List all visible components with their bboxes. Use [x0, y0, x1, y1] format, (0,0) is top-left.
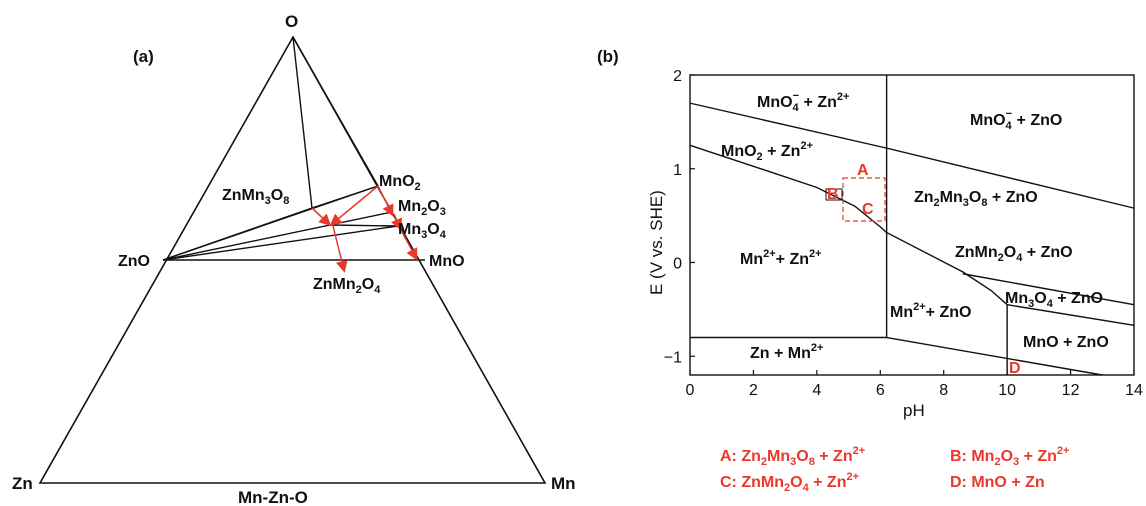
y-axis-title: E (V vs. SHE): [647, 190, 666, 295]
region-mno2-zn: MnO2 + Zn2+: [721, 140, 813, 163]
plot-frame: [689, 74, 1135, 376]
tie-lines: [162, 36, 425, 261]
arrow-mn3o4-mno: [399, 227, 418, 261]
phase-boundaries: [689, 75, 1135, 376]
arrow-mno2-mn2o3: [377, 185, 394, 217]
y-tick-label: 1: [673, 162, 682, 179]
phase-zno: ZnO: [118, 253, 150, 270]
arrow-znmn3o8-spinel: [311, 207, 332, 227]
vertex-mn: Mn: [551, 474, 576, 493]
vertex-o: O: [285, 12, 298, 31]
arrow-mno2-spinel: [329, 185, 379, 226]
tie-zno-mno2: [162, 185, 379, 261]
point-d: D: [1009, 360, 1021, 377]
phase-mn2o3: Mn2O3: [398, 198, 446, 218]
y-tick-label: 0: [673, 256, 682, 273]
vertex-zn: Zn: [12, 474, 33, 493]
region-mno4-zno: MnO4− + ZnO: [970, 108, 1062, 132]
x-tick-label: 12: [1062, 382, 1080, 399]
x-tick-label: 10: [998, 382, 1016, 399]
phase-znmn2o4: ZnMn2O4: [313, 276, 381, 296]
x-tick-label: 4: [812, 382, 821, 399]
region-mno4-zn: MnO4− + Zn2+: [757, 90, 849, 114]
tie-o-mno2: [292, 36, 379, 187]
phase-mn3o4: Mn3O4: [398, 221, 447, 241]
y-tick-label: 2: [673, 68, 682, 85]
y-ticks: 2 1 0 −1: [664, 68, 695, 366]
phase-znmn3o8: ZnMn3O8: [222, 187, 289, 207]
tie-spinel-mn3o4: [329, 224, 399, 227]
b-marker-box: [825, 188, 843, 201]
tie-zno-mn3o4: [162, 225, 399, 261]
phase-mno2: MnO2: [379, 173, 421, 193]
boundary-line-1: [689, 144, 1008, 306]
x-tick-label: 2: [749, 382, 758, 399]
region-mn-zno: Mn2++ ZnO: [890, 301, 971, 321]
region-box-abc: [842, 177, 886, 222]
system-title: Mn-Zn-O: [238, 488, 308, 506]
tie-o-znmn3o8: [292, 36, 313, 209]
point-c: C: [862, 201, 874, 218]
legend: A: Zn2Mn3O8 + Zn2+ B: Mn2O3 + Zn2+ C: Zn…: [720, 445, 1069, 494]
point-a: A: [857, 162, 869, 179]
legend-c: C: ZnMn2O4 + Zn2+: [720, 471, 859, 494]
x-tick-label: 0: [686, 382, 695, 399]
boundary-line-3: [1007, 303, 1135, 327]
region-zn2mn3o8-zno: Zn2Mn3O8 + ZnO: [914, 189, 1038, 209]
panel-a-label: (a): [133, 47, 154, 66]
x-axis-title: pH: [903, 401, 925, 420]
point-b: B: [827, 186, 839, 203]
region-znmn2o4-zno: ZnMn2O4 + ZnO: [955, 244, 1073, 264]
panel-b-label: (b): [597, 47, 619, 66]
x-tick-label: 8: [939, 382, 948, 399]
x-ticks: 0 2 4 6 8 10 12 14: [686, 370, 1143, 399]
y-tick-label: −1: [664, 349, 682, 366]
tie-zno-mn2o3: [162, 211, 393, 261]
boundary-line-2: [962, 273, 1135, 306]
panel-a: (a) O Zn Mn Mn-Zn-O: [12, 12, 576, 506]
arrow-spinel-down: [332, 225, 348, 273]
region-zn-mn: Zn + Mn2+: [750, 342, 823, 362]
x-tick-label: 6: [876, 382, 885, 399]
x-tick-label: 14: [1125, 382, 1143, 399]
panel-b: (b) 0 2 4 6 8 10 12 14 210−1 pH E (V vs. SHE) A…: [597, 47, 1143, 494]
legend-a: A: Zn2Mn3O8 + Zn2+: [720, 445, 865, 468]
region-mn-zn: Mn2++ Zn2+: [740, 248, 822, 268]
legend-d: D: MnO + Zn: [950, 474, 1045, 491]
region-mno-zno: MnO + ZnO: [1023, 334, 1109, 351]
arrow-mn2o3-mn3o4: [390, 213, 402, 231]
phase-mno: MnO: [429, 253, 465, 270]
boundary-line-7: [886, 336, 1103, 376]
legend-b: B: Mn2O3 + Zn2+: [950, 445, 1069, 468]
reaction-arrows: [311, 185, 418, 273]
